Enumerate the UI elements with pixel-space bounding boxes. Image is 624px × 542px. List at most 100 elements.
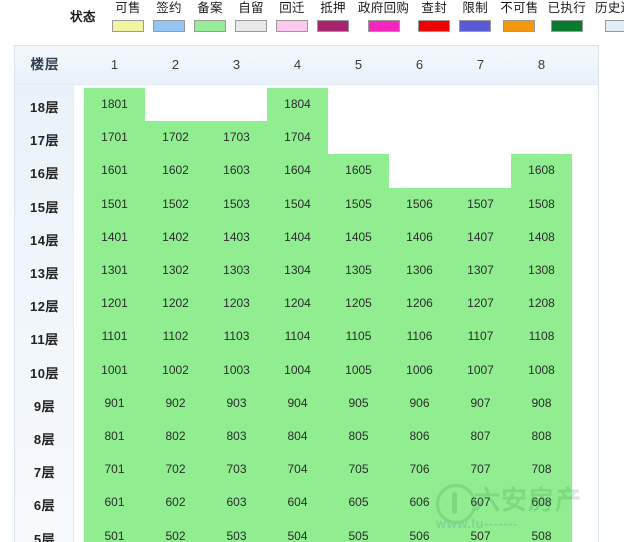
unit-cell[interactable]: 1502 bbox=[145, 187, 206, 222]
unit-cell[interactable]: 1301 bbox=[84, 254, 145, 288]
unit-cell[interactable]: 804 bbox=[267, 420, 328, 454]
unit-cell[interactable]: 1101 bbox=[84, 320, 145, 355]
unit-cell[interactable]: 1505 bbox=[328, 187, 389, 222]
unit-cell[interactable]: 1605 bbox=[328, 154, 389, 189]
column-header-3[interactable]: 3 bbox=[232, 57, 241, 72]
unit-cell[interactable]: 1506 bbox=[389, 187, 450, 222]
unit-cell[interactable]: 1407 bbox=[450, 220, 511, 255]
legend-item[interactable]: 历史遗留 bbox=[595, 0, 624, 32]
legend-item[interactable]: 自留 bbox=[235, 0, 267, 32]
unit-cell[interactable]: 1501 bbox=[84, 187, 145, 222]
unit-cell[interactable]: 1106 bbox=[389, 320, 450, 355]
unit-cell[interactable]: 907 bbox=[450, 386, 511, 421]
unit-cell[interactable]: 1207 bbox=[450, 287, 511, 322]
legend-item[interactable]: 限制 bbox=[459, 0, 492, 32]
unit-cell[interactable]: 1702 bbox=[145, 121, 206, 156]
unit-cell[interactable]: 603 bbox=[206, 486, 267, 521]
unit-cell[interactable]: 901 bbox=[84, 386, 145, 421]
unit-cell[interactable]: 1001 bbox=[84, 353, 145, 388]
legend-item[interactable]: 政府回购 bbox=[358, 0, 409, 32]
column-header-6[interactable]: 6 bbox=[415, 57, 424, 72]
unit-cell[interactable]: 1408 bbox=[511, 220, 572, 255]
unit-cell[interactable]: 904 bbox=[267, 386, 328, 421]
unit-cell[interactable]: 905 bbox=[328, 386, 389, 421]
unit-cell[interactable]: 506 bbox=[389, 519, 450, 542]
unit-cell[interactable]: 606 bbox=[389, 486, 450, 521]
legend-item[interactable]: 抵押 bbox=[317, 0, 349, 32]
unit-cell[interactable]: 806 bbox=[389, 420, 450, 454]
unit-cell[interactable]: 1205 bbox=[328, 287, 389, 322]
unit-cell[interactable]: 708 bbox=[511, 453, 572, 488]
unit-cell[interactable]: 1504 bbox=[267, 187, 328, 222]
unit-cell[interactable]: 1104 bbox=[267, 320, 328, 355]
unit-cell[interactable]: 903 bbox=[206, 386, 267, 421]
unit-cell[interactable]: 807 bbox=[450, 420, 511, 454]
legend-item[interactable]: 不可售 bbox=[500, 0, 538, 32]
unit-cell[interactable]: 703 bbox=[206, 453, 267, 488]
unit-cell[interactable]: 1008 bbox=[511, 353, 572, 388]
unit-cell[interactable]: 1601 bbox=[84, 154, 145, 189]
column-header-4[interactable]: 4 bbox=[293, 57, 302, 72]
unit-cell[interactable]: 1003 bbox=[206, 353, 267, 388]
unit-cell[interactable]: 608 bbox=[511, 486, 572, 521]
unit-cell[interactable]: 1208 bbox=[511, 287, 572, 322]
unit-cell[interactable]: 1404 bbox=[267, 220, 328, 255]
unit-cell[interactable]: 1405 bbox=[328, 220, 389, 255]
unit-cell[interactable]: 504 bbox=[267, 519, 328, 542]
unit-cell[interactable]: 704 bbox=[267, 453, 328, 488]
unit-cell[interactable]: 906 bbox=[389, 386, 450, 421]
unit-cell[interactable]: 1007 bbox=[450, 353, 511, 388]
unit-cell[interactable]: 701 bbox=[84, 453, 145, 488]
unit-cell[interactable]: 1302 bbox=[145, 254, 206, 288]
unit-cell[interactable]: 1305 bbox=[328, 254, 389, 288]
unit-cell[interactable]: 1703 bbox=[206, 121, 267, 156]
unit-cell[interactable]: 602 bbox=[145, 486, 206, 521]
unit-cell[interactable]: 507 bbox=[450, 519, 511, 542]
unit-cell[interactable]: 501 bbox=[84, 519, 145, 542]
unit-cell[interactable]: 601 bbox=[84, 486, 145, 521]
unit-cell[interactable]: 706 bbox=[389, 453, 450, 488]
unit-cell[interactable]: 1108 bbox=[511, 320, 572, 355]
unit-cell[interactable]: 1406 bbox=[389, 220, 450, 255]
unit-cell[interactable]: 1002 bbox=[145, 353, 206, 388]
unit-cell[interactable]: 502 bbox=[145, 519, 206, 542]
unit-cell[interactable]: 1102 bbox=[145, 320, 206, 355]
legend-item[interactable]: 回迁 bbox=[276, 0, 308, 32]
unit-cell[interactable]: 1403 bbox=[206, 220, 267, 255]
legend-item[interactable]: 可售 bbox=[112, 0, 144, 32]
legend-item[interactable]: 查封 bbox=[418, 0, 451, 32]
unit-cell[interactable]: 508 bbox=[511, 519, 572, 542]
unit-cell[interactable]: 1306 bbox=[389, 254, 450, 288]
legend-item[interactable]: 备案 bbox=[194, 0, 226, 32]
unit-cell[interactable]: 705 bbox=[328, 453, 389, 488]
unit-cell[interactable]: 803 bbox=[206, 420, 267, 454]
legend-item[interactable]: 签约 bbox=[153, 0, 185, 32]
unit-cell[interactable]: 1801 bbox=[84, 88, 145, 122]
unit-cell[interactable]: 1308 bbox=[511, 254, 572, 288]
unit-cell[interactable]: 1804 bbox=[267, 88, 328, 122]
unit-cell[interactable]: 1105 bbox=[328, 320, 389, 355]
unit-cell[interactable]: 1303 bbox=[206, 254, 267, 288]
unit-cell[interactable]: 604 bbox=[267, 486, 328, 521]
unit-cell[interactable]: 1206 bbox=[389, 287, 450, 322]
unit-cell[interactable]: 1204 bbox=[267, 287, 328, 322]
unit-cell[interactable]: 707 bbox=[450, 453, 511, 488]
column-header-1[interactable]: 1 bbox=[110, 57, 119, 72]
unit-cell[interactable]: 1004 bbox=[267, 353, 328, 388]
unit-cell[interactable]: 702 bbox=[145, 453, 206, 488]
unit-cell[interactable]: 1507 bbox=[450, 187, 511, 222]
unit-cell[interactable]: 1304 bbox=[267, 254, 328, 288]
legend-item[interactable]: 已执行 bbox=[548, 0, 586, 32]
unit-cell[interactable]: 1006 bbox=[389, 353, 450, 388]
unit-cell[interactable]: 908 bbox=[511, 386, 572, 421]
unit-cell[interactable]: 1503 bbox=[206, 187, 267, 222]
unit-cell[interactable]: 1701 bbox=[84, 121, 145, 156]
unit-cell[interactable]: 607 bbox=[450, 486, 511, 521]
unit-cell[interactable]: 1604 bbox=[267, 154, 328, 189]
unit-cell[interactable]: 1608 bbox=[511, 154, 572, 189]
unit-cell[interactable]: 1704 bbox=[267, 121, 328, 156]
column-header-7[interactable]: 7 bbox=[476, 57, 485, 72]
unit-cell[interactable]: 1103 bbox=[206, 320, 267, 355]
unit-cell[interactable]: 808 bbox=[511, 420, 572, 454]
unit-cell[interactable]: 1307 bbox=[450, 254, 511, 288]
